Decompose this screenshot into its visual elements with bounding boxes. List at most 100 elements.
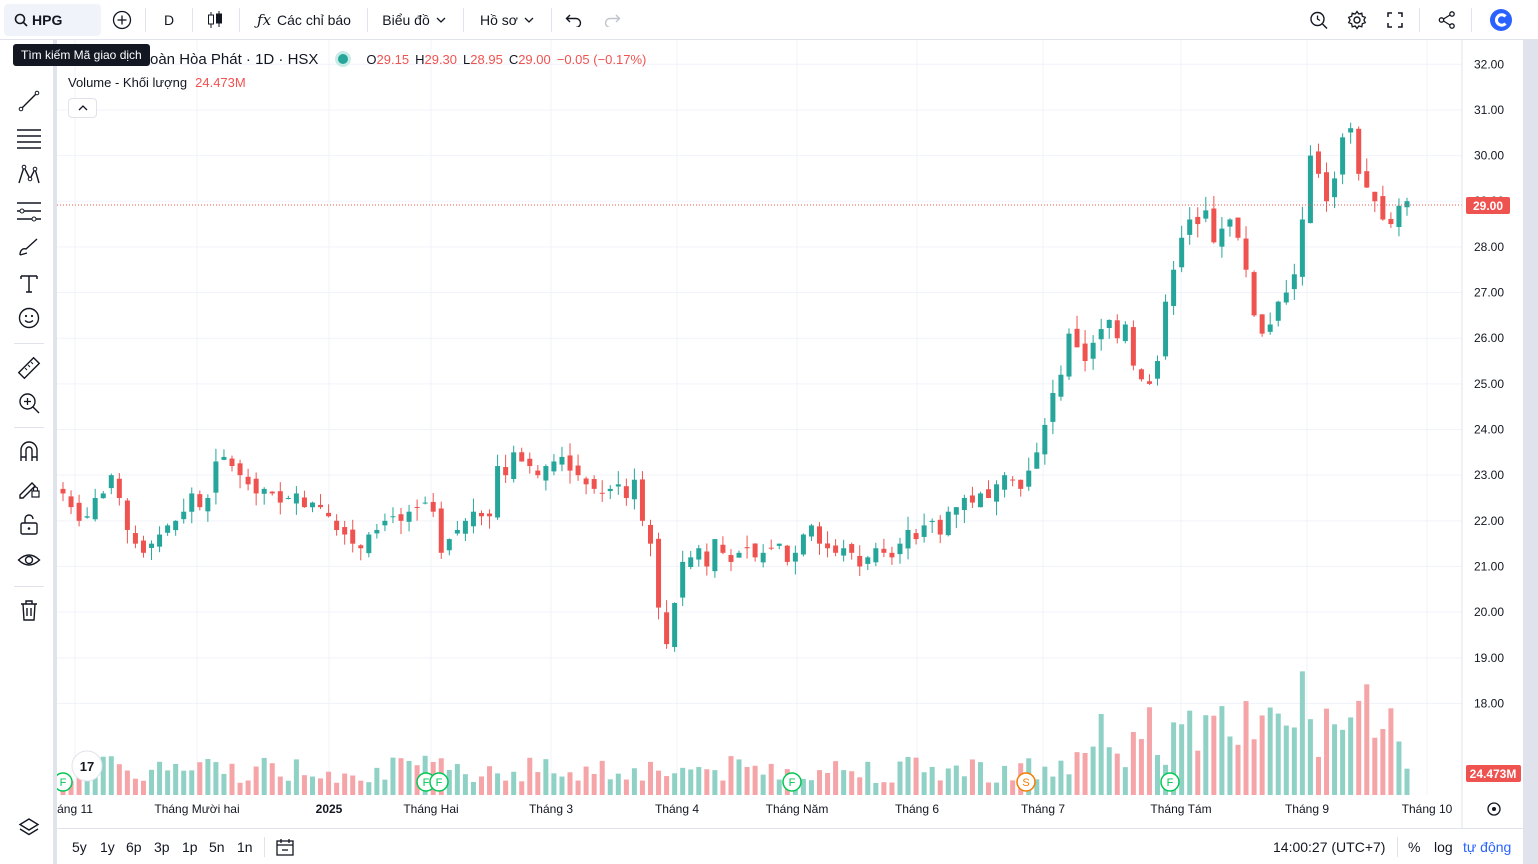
candle-body <box>108 475 114 489</box>
volume-bar <box>1275 713 1281 795</box>
candle-body <box>438 508 444 553</box>
zoom-in-tool[interactable] <box>14 388 44 418</box>
volume-bar <box>1082 752 1088 795</box>
volume-bar <box>382 779 388 795</box>
volume-bar <box>189 770 195 795</box>
candle-body <box>865 557 871 564</box>
volume-bar <box>575 780 581 795</box>
lock-all-tool[interactable] <box>14 509 44 539</box>
add-symbol-button[interactable] <box>108 4 136 36</box>
candle-body <box>1396 205 1402 228</box>
range-3m[interactable]: 3p <box>154 839 170 855</box>
tradingview-logo[interactable]: 17 <box>71 750 103 782</box>
volume-bar <box>205 758 211 795</box>
lock-drawing-tool[interactable] <box>14 473 44 503</box>
volume-bar <box>1219 706 1225 795</box>
measure-tool[interactable] <box>14 353 44 383</box>
volume-bar <box>849 771 855 795</box>
volume-bar <box>269 763 275 795</box>
split-event-marker[interactable]: S <box>1016 772 1036 792</box>
price-tick-label: 26.00 <box>1474 331 1504 345</box>
time-axis-settings-button[interactable] <box>1487 802 1501 816</box>
search-icon <box>14 13 28 27</box>
pattern-tool[interactable] <box>14 160 44 190</box>
volume-bar <box>800 778 806 795</box>
interval-button[interactable]: D <box>163 12 175 28</box>
eye-icon <box>17 554 41 566</box>
hide-drawings-tool[interactable] <box>14 545 44 575</box>
percent-toggle[interactable]: % <box>1408 839 1421 855</box>
magnet-tool[interactable] <box>14 437 44 467</box>
forecast-tool[interactable] <box>14 196 44 226</box>
share-button[interactable] <box>1432 4 1462 36</box>
volume-bar <box>487 766 493 795</box>
pattern-icon <box>18 164 40 184</box>
candle-body <box>543 466 549 481</box>
candle-body <box>116 478 122 499</box>
date-range-button[interactable] <box>275 837 295 857</box>
chart-menu-button[interactable]: Biểu đồ <box>374 4 454 36</box>
candle-body <box>969 495 975 503</box>
fullscreen-button[interactable] <box>1380 4 1410 36</box>
timezone-clock[interactable]: 14:00:27 (UTC+7) <box>1273 839 1386 855</box>
volume-bar <box>1372 737 1378 795</box>
candles-icon <box>208 11 222 28</box>
volume-bar <box>1050 776 1056 795</box>
volume-bar <box>495 773 501 795</box>
log-toggle[interactable]: log <box>1434 839 1453 855</box>
volume-bar <box>921 772 927 795</box>
chart-pane[interactable]: 32.00 31.00 30.00 29.00 28.00 27.00 26.00 25.00… <box>53 40 1523 828</box>
symbol-search-button[interactable]: HPG <box>4 4 101 36</box>
text-tool[interactable] <box>14 268 44 298</box>
volume-bar <box>1388 708 1394 795</box>
bar-style-button[interactable] <box>200 4 230 36</box>
candle-body <box>728 555 734 562</box>
candle-body <box>446 539 452 551</box>
range-5y[interactable]: 5y <box>72 839 87 855</box>
volume-bar <box>157 761 163 795</box>
object-tree-tool[interactable] <box>14 813 44 843</box>
candle-body <box>1267 324 1273 332</box>
profile-menu-button[interactable]: Hồ sơ <box>471 4 543 36</box>
candle-body <box>519 452 525 462</box>
range-1y[interactable]: 1y <box>100 839 115 855</box>
settings-button[interactable] <box>1342 4 1372 36</box>
trend-line-tool[interactable] <box>14 86 44 116</box>
volume-bar <box>736 759 742 795</box>
indicators-button[interactable]: ƒx Các chỉ báo <box>248 4 360 36</box>
volume-bar <box>318 778 324 795</box>
range-5d[interactable]: 5n <box>209 839 225 855</box>
brush-tool[interactable] <box>14 232 44 262</box>
undo-button[interactable] <box>560 4 588 36</box>
financial-event-marker[interactable]: F <box>1160 772 1180 792</box>
quick-search-button[interactable] <box>1304 4 1334 36</box>
gear-icon <box>1347 10 1367 30</box>
emoji-tool[interactable] <box>14 303 44 333</box>
candle-body <box>132 533 138 544</box>
auto-scale-toggle[interactable]: tự động <box>1463 839 1512 855</box>
volume-bar <box>1340 729 1346 795</box>
range-1d[interactable]: 1n <box>237 839 253 855</box>
candle-body <box>237 463 243 476</box>
volume-value: 24.473M <box>195 75 246 90</box>
candle-body <box>68 496 74 508</box>
fib-tool[interactable] <box>14 123 44 153</box>
fullscreen-icon <box>1387 12 1403 28</box>
volume-bar <box>1259 715 1265 795</box>
volume-bar <box>1307 719 1313 795</box>
candle-body <box>1380 196 1386 220</box>
range-6m[interactable]: 6p <box>126 839 142 855</box>
financial-event-marker[interactable]: F <box>782 772 802 792</box>
redo-button[interactable] <box>598 4 626 36</box>
range-1m[interactable]: 1p <box>182 839 198 855</box>
financial-event-marker[interactable]: F <box>429 772 449 792</box>
price-chart[interactable]: 32.00 31.00 30.00 29.00 28.00 27.00 26.00 25.00… <box>53 40 1523 828</box>
collapse-legend-button[interactable] <box>68 98 97 118</box>
h-label: H <box>415 51 425 67</box>
volume-bar <box>897 761 903 795</box>
volume-bar <box>1348 717 1354 795</box>
remove-drawings-tool[interactable] <box>14 595 44 625</box>
volume-bar <box>309 776 315 795</box>
candle-body <box>551 461 557 472</box>
financial-event-marker[interactable]: F <box>53 772 73 792</box>
